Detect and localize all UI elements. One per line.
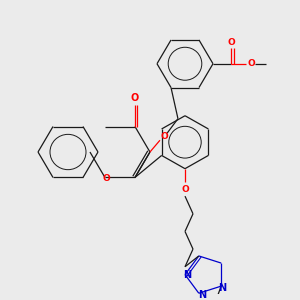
Text: N: N xyxy=(198,290,206,300)
Text: N: N xyxy=(218,283,226,293)
Text: O: O xyxy=(131,93,139,103)
Text: O: O xyxy=(227,38,235,47)
Text: O: O xyxy=(160,132,168,141)
Text: O: O xyxy=(102,174,110,183)
Text: N: N xyxy=(183,270,191,280)
Text: O: O xyxy=(181,185,189,194)
Text: O: O xyxy=(247,59,255,68)
